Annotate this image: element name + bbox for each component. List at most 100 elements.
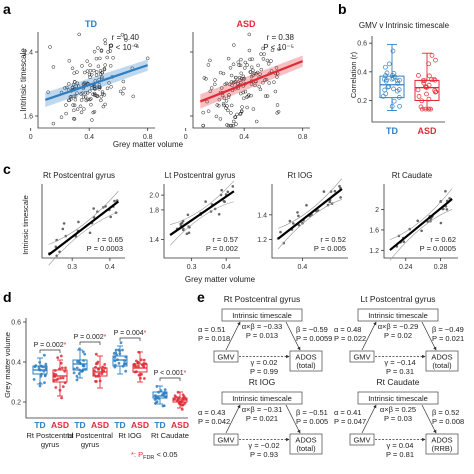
panel-c-ytick-label: 1.6 xyxy=(369,227,379,234)
mediation-title: Rt Postcentral gyrus xyxy=(224,294,301,304)
panel-d-point xyxy=(94,365,97,369)
panel-c-xtick-label: 0.4 xyxy=(298,264,308,271)
panel-a-point xyxy=(231,62,236,67)
mediation-path-a xyxy=(361,404,377,434)
mediation-y-label: ADOS xyxy=(431,353,452,362)
panel-b-point xyxy=(420,78,426,84)
mediation-diagram: Rt Caudate Intrinsic timescale GMV ADOS(RRB… xyxy=(334,377,464,459)
panel-c-point xyxy=(297,214,300,218)
panel-a-point xyxy=(81,95,86,99)
panel-a-point xyxy=(258,87,263,92)
panel-a-axes xyxy=(192,32,310,129)
panel-d-point xyxy=(54,386,58,389)
panel-b-td-label: TD xyxy=(386,126,398,136)
panel-d-point xyxy=(38,361,42,364)
panel-d-point xyxy=(113,356,117,359)
panel-a-point xyxy=(231,119,236,124)
panel-d-group-label: TD xyxy=(34,420,45,430)
panel-b-boxplot: GMV v Intrinsic timescale Correlation (r… xyxy=(349,21,450,136)
panel-c-point xyxy=(328,200,332,204)
panel-d-point xyxy=(114,348,118,352)
panel-d-point xyxy=(61,385,65,388)
panel-d-point xyxy=(123,362,126,366)
panel-a-point xyxy=(227,93,231,97)
panel-a-point xyxy=(77,32,81,37)
panel-a-point xyxy=(80,64,84,68)
panel-d-point xyxy=(83,367,87,371)
mediation-p-alpha: P = 0.018 xyxy=(198,334,230,343)
panel-d-region-label: Rt Postcentral xyxy=(26,431,73,440)
panel-a-point xyxy=(206,63,211,67)
mediation-p-gamma: P = 0.93 xyxy=(250,450,278,459)
panel-a-point xyxy=(92,49,97,54)
mediation-title: Rt IOG xyxy=(249,377,275,387)
panel-c-point xyxy=(220,188,223,192)
panel-a-point xyxy=(92,68,96,73)
mediation-mediator-label: Intrinsic timescale xyxy=(232,311,292,320)
panel-a-point xyxy=(214,114,219,119)
panel-a-point xyxy=(98,56,102,61)
panel-a-point xyxy=(248,57,252,62)
mediation-title: Rt Caudate xyxy=(377,377,420,387)
panel-a-point xyxy=(103,41,108,46)
panel-a-point xyxy=(79,98,84,102)
panel-a-point xyxy=(266,62,271,66)
panel-a-point xyxy=(254,71,258,76)
panel-label-e: e xyxy=(197,289,205,305)
panel-d-point xyxy=(115,353,118,357)
panel-c-ytick-label: 2 xyxy=(375,207,379,214)
panel-a-axes xyxy=(37,32,155,129)
panel-a-xlabel: Grey matter volume xyxy=(113,140,184,149)
panel-d-bracket xyxy=(79,341,101,345)
panel-d-point xyxy=(137,364,140,368)
panel-a-td-p: P < 10⁻⁶ xyxy=(108,43,139,52)
panel-d-legend-star: *: P xyxy=(131,450,143,459)
mediation-ab: α×β = −0.29 xyxy=(378,322,419,331)
panel-d-group-label: ASD xyxy=(171,420,189,430)
panel-a-point xyxy=(213,82,217,87)
panel-d-bracket xyxy=(39,349,61,353)
panel-d-point xyxy=(124,355,128,359)
panel-a-point xyxy=(105,86,110,91)
panel-d-point xyxy=(137,350,141,354)
panel-a-point xyxy=(215,103,220,107)
panel-d-point xyxy=(52,372,56,376)
panel-d-point xyxy=(92,372,96,376)
panel-b-point xyxy=(431,76,437,82)
panel-a-point xyxy=(217,97,222,102)
panel-d-ytick-label: 0.6 xyxy=(11,320,21,327)
panel-a-point xyxy=(98,72,103,76)
panel-d-point xyxy=(173,394,177,398)
panel-c-p: P = 0.005 xyxy=(314,244,346,253)
panel-b-point xyxy=(429,53,435,58)
panel-c-title-4: Rt Caudate xyxy=(392,171,433,180)
mediation-mediator-box xyxy=(357,391,439,405)
panel-d-point xyxy=(38,384,42,388)
panel-d-point xyxy=(56,356,60,359)
panel-d-point xyxy=(64,366,67,370)
mediation-p-gamma: P = 0.81 xyxy=(386,450,414,459)
panel-a-point xyxy=(107,81,111,85)
panel-label-d: d xyxy=(3,289,12,305)
panel-b-point xyxy=(426,82,432,88)
panel-a-point xyxy=(92,91,97,96)
panel-b-point xyxy=(390,48,396,54)
panel-c-point xyxy=(204,200,207,203)
panel-b-point xyxy=(426,61,431,67)
panel-c-point xyxy=(55,254,58,258)
panel-a-point xyxy=(251,107,256,111)
panel-d-point xyxy=(177,396,181,399)
panel-a-point xyxy=(237,63,241,67)
panel-d-point xyxy=(43,353,46,357)
panel-a-point xyxy=(245,63,249,67)
panel-a-point xyxy=(263,94,268,98)
panel-a-point xyxy=(105,55,109,60)
panel-d-point xyxy=(136,361,140,364)
panel-d-point xyxy=(43,381,46,384)
panel-c-fit-line xyxy=(389,198,453,251)
panel-d-point xyxy=(96,374,100,378)
panel-b-point xyxy=(382,87,388,93)
panel-a-point xyxy=(253,83,257,88)
panel-a-ytick-label: 2.4 xyxy=(23,50,33,57)
panel-d-point xyxy=(58,367,61,371)
